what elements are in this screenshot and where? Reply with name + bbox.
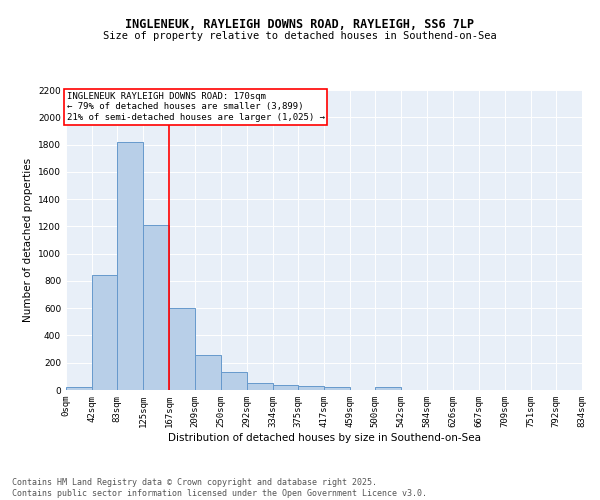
- Bar: [247, 383, 272, 390]
- Text: Size of property relative to detached houses in Southend-on-Sea: Size of property relative to detached ho…: [103, 31, 497, 41]
- Text: Contains HM Land Registry data © Crown copyright and database right 2025.
Contai: Contains HM Land Registry data © Crown c…: [12, 478, 427, 498]
- Bar: [196, 355, 221, 390]
- Bar: [298, 386, 324, 390]
- Bar: [324, 388, 350, 390]
- Bar: [221, 372, 247, 390]
- Bar: [66, 386, 92, 390]
- Bar: [169, 308, 196, 390]
- Y-axis label: Number of detached properties: Number of detached properties: [23, 158, 32, 322]
- X-axis label: Distribution of detached houses by size in Southend-on-Sea: Distribution of detached houses by size …: [167, 432, 481, 442]
- Bar: [92, 275, 118, 390]
- Text: INGLENEUK, RAYLEIGH DOWNS ROAD, RAYLEIGH, SS6 7LP: INGLENEUK, RAYLEIGH DOWNS ROAD, RAYLEIGH…: [125, 18, 475, 30]
- Bar: [143, 225, 169, 390]
- Bar: [118, 142, 143, 390]
- Bar: [376, 388, 401, 390]
- Bar: [272, 384, 298, 390]
- Text: INGLENEUK RAYLEIGH DOWNS ROAD: 170sqm
← 79% of detached houses are smaller (3,89: INGLENEUK RAYLEIGH DOWNS ROAD: 170sqm ← …: [67, 92, 325, 122]
